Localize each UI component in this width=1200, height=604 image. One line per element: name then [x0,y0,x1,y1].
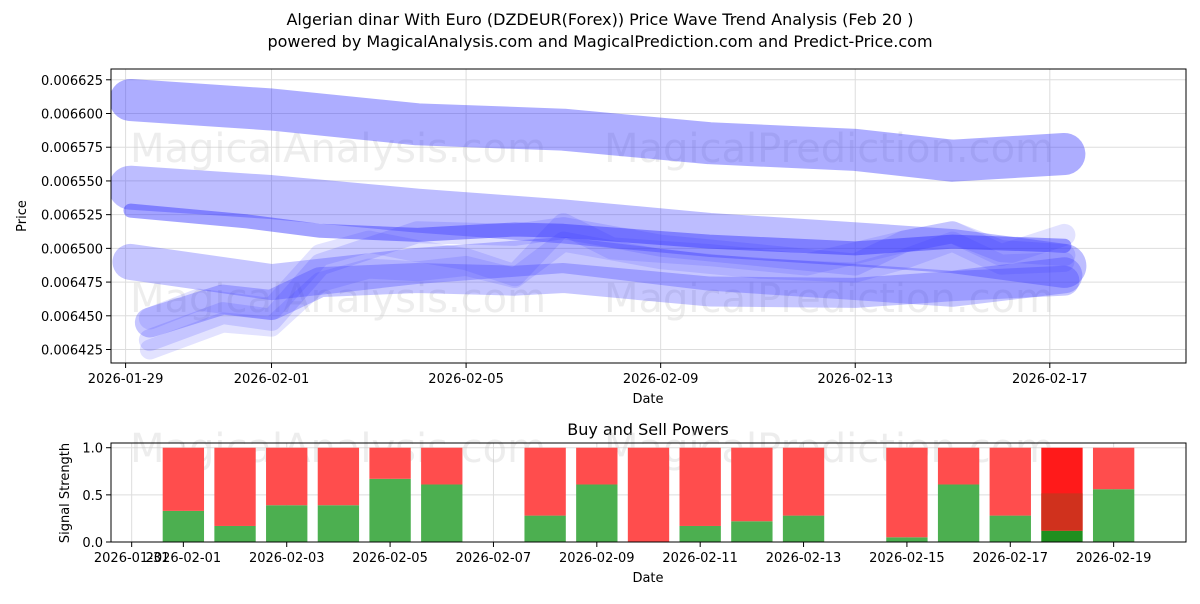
buy-bar-2026-02-12 [731,521,773,542]
sell-bar-2026-02-05 [369,447,411,479]
buy-bar-2026-02-16 [937,484,980,542]
signal-panel-title: Buy and Sell Powers [567,420,729,439]
signal-y-ticks: 0.0 0.5 1.0 [82,442,111,551]
price-y-axis-label: Price [15,200,30,232]
price-y-tick-label: 0.006525 [41,209,103,224]
watermark-prediction-mid: MagicalPrediction.com [604,276,1054,322]
buy-bar-2026-02-06 [421,484,463,542]
signal-panel: Buy and Sell Powers MagicalAnalysis.com … [58,420,1187,586]
price-y-tick-label: 0.006450 [41,310,103,325]
wave-band-2 [111,165,1087,288]
price-y-tick-label: 0.006625 [41,74,103,89]
signal-x-tick-label: 2026-02-07 [456,551,532,566]
price-x-tick-label: 2026-02-17 [1012,372,1088,387]
buy-bar-2026-02-17 [989,515,1031,542]
wave-bands [111,79,1087,360]
price-x-tick-label: 2026-02-13 [817,372,893,387]
chart-title-line2: powered by MagicalAnalysis.com and Magic… [267,32,932,51]
price-x-tick-label: 2026-02-01 [234,372,310,387]
signal-x-tick-label: 2026-02-05 [352,551,428,566]
wave-band-7 [138,213,1076,330]
signal-x-tick-label: 2026-02-03 [249,551,325,566]
wave-band-5 [134,263,1080,338]
buy-bar-2026-02-03 [266,505,308,542]
sell-bar-2026-02-03 [266,447,308,506]
watermark-prediction-bottom: MagicalPrediction.com [604,426,1054,472]
sell-bar-2026-02-16 [937,447,980,485]
signal-x-tick-label: 2026-02-09 [559,551,635,566]
sell-bar-2026-02-13 [782,447,825,516]
sell-bar-2026-02-17 [989,447,1031,516]
wave-band-4 [112,237,1083,307]
watermark-analysis-top: MagicalAnalysis.com [130,126,546,172]
price-x-axis-label: Date [632,392,663,407]
watermark-analysis-mid: MagicalAnalysis.com [130,276,546,322]
price-x-ticks: 2026-01-29 2026-02-01 2026-02-05 2026-02-09… [88,363,1088,387]
signal-bars [162,447,1135,542]
signal-y-axis-label: Signal Strength [58,443,73,543]
buy-bar-2026-02-05 [369,478,411,542]
sell-bar-2026-02-15 [886,447,928,538]
buy-bar-2026-02-02 [214,525,256,542]
sell-bar-2026-02-09 [576,447,618,485]
price-x-tick-label: 2026-01-29 [88,372,164,387]
sell-bar-2026-02-08 [524,447,566,516]
buy-bar-2026-02-15 [886,537,928,542]
sell-bar-overlay-2026-02-18 [1041,493,1083,531]
wave-band-8 [139,231,1075,360]
sell-bar-2026-02-06 [421,447,463,485]
signal-x-tick-label: 2026-01-31 [94,551,170,566]
signal-plot-frame [110,442,1187,543]
signal-x-tick-label: 2026-02-17 [972,551,1048,566]
wave-band-6 [138,217,1076,352]
wave-band-3 [123,203,1072,256]
signal-x-tick-label: 2026-02-01 [146,551,222,566]
price-panel: MagicalAnalysis.com MagicalPrediction.co… [15,68,1187,407]
buy-bar-2026-02-11 [679,525,721,542]
price-y-ticks: 0.006425 0.006450 0.006475 0.006500 0.006525… [41,74,111,359]
price-x-tick-label: 2026-02-05 [428,372,504,387]
signal-y-tick-label: 0.0 [82,536,103,551]
price-y-tick-label: 0.006575 [41,141,103,156]
buy-bar-2026-02-04 [317,505,360,542]
buy-bar-2026-02-09 [576,484,618,542]
watermark-prediction-top: MagicalPrediction.com [604,126,1054,172]
buy-bar-2026-02-01 [162,510,205,542]
price-x-tick-label: 2026-02-09 [623,372,699,387]
buy-bar-2026-02-08 [524,515,566,542]
signal-y-tick-label: 1.0 [82,442,103,457]
buy-bar-2026-02-18 [1041,530,1083,542]
price-y-tick-label: 0.006600 [41,108,103,123]
price-grid [111,69,1186,363]
sell-bar-2026-02-10 [627,447,670,542]
buy-bar-2026-02-13 [782,515,825,542]
signal-x-axis-label: Date [632,571,663,586]
price-y-tick-label: 0.006475 [41,276,103,291]
sell-bar-2026-02-11 [679,447,721,526]
price-y-tick-label: 0.006500 [41,242,103,257]
sell-bar-2026-02-12 [731,447,773,522]
wave-band-1 [111,79,1086,182]
sell-bar-2026-02-01 [162,447,205,511]
signal-x-tick-label: 2026-02-11 [662,551,738,566]
price-y-tick-label: 0.006550 [41,175,103,190]
signal-x-tick-label: 2026-02-19 [1076,551,1152,566]
chart-title-line1: Algerian dinar With Euro (DZDEUR(Forex))… [286,10,913,29]
signal-x-tick-label: 2026-02-13 [766,551,842,566]
buy-bar-2026-02-19 [1092,489,1135,542]
sell-bar-2026-02-04 [317,447,360,506]
price-y-tick-label: 0.006425 [41,344,103,359]
sell-bar-2026-02-19 [1092,447,1135,490]
sell-bar-2026-02-02 [214,447,256,526]
signal-x-tick-label: 2026-02-15 [869,551,945,566]
price-plot-frame [110,68,1187,364]
signal-y-tick-label: 0.5 [82,489,103,504]
